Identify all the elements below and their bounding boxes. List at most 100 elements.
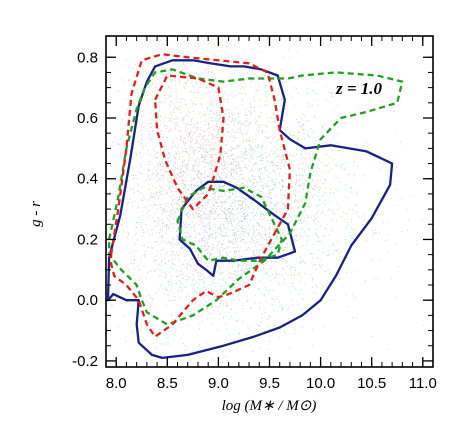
scatter-point (274, 113, 276, 115)
scatter-point (351, 237, 353, 239)
scatter-point (143, 126, 145, 128)
scatter-point (161, 190, 163, 192)
scatter-point (268, 315, 270, 317)
scatter-point (246, 232, 248, 234)
scatter-point (266, 170, 268, 172)
scatter-point (275, 178, 277, 180)
scatter-point (199, 275, 201, 276)
scatter-point (300, 174, 302, 176)
scatter-point (180, 130, 182, 132)
scatter-point (290, 155, 291, 157)
scatter-point (211, 126, 213, 128)
scatter-point (181, 170, 183, 172)
scatter-point (263, 198, 265, 200)
scatter-point (325, 99, 327, 101)
scatter-point (199, 67, 201, 69)
scatter-point (258, 244, 260, 246)
scatter-point (223, 211, 225, 213)
scatter-point (228, 171, 230, 173)
scatter-point (250, 79, 252, 81)
scatter-point (265, 91, 267, 93)
scatter-point (162, 288, 164, 289)
scatter-point (175, 211, 177, 213)
scatter-point (186, 164, 188, 166)
scatter-point (232, 214, 234, 216)
scatter-point (271, 260, 273, 262)
scatter-point (208, 312, 210, 314)
scatter-point (292, 304, 293, 306)
scatter-point (167, 192, 169, 194)
scatter-point (239, 237, 241, 239)
scatter-point (200, 210, 201, 212)
scatter-point (132, 167, 134, 169)
scatter-point (176, 174, 178, 176)
scatter-point (238, 165, 240, 167)
scatter-point (169, 105, 171, 107)
scatter-point (178, 175, 180, 177)
scatter-point (262, 204, 264, 206)
scatter-point (301, 126, 303, 128)
scatter-point (254, 192, 256, 194)
scatter-point (234, 122, 236, 124)
scatter-point (374, 229, 376, 231)
scatter-point (281, 184, 283, 186)
scatter-point (260, 179, 262, 181)
scatter-point (223, 185, 225, 187)
scatter-point (258, 222, 260, 224)
scatter-point (157, 179, 159, 181)
scatter-point (191, 170, 193, 172)
scatter-point (165, 128, 167, 129)
scatter-point (282, 307, 283, 309)
scatter-point (255, 178, 256, 180)
scatter-point (260, 237, 262, 239)
scatter-point (176, 207, 178, 209)
scatter-point (291, 274, 293, 276)
scatter-point (156, 163, 158, 165)
scatter-point (211, 271, 213, 273)
scatter-point (153, 196, 155, 198)
scatter-point (312, 156, 314, 158)
scatter-point (205, 342, 207, 343)
scatter-point (203, 148, 205, 150)
scatter-point (203, 276, 205, 278)
scatter-point (265, 72, 266, 74)
scatter-point (281, 258, 283, 260)
scatter-point (127, 181, 129, 183)
scatter-point (283, 282, 285, 284)
scatter-point (290, 291, 292, 293)
scatter-point (200, 52, 202, 54)
scatter-point (152, 135, 154, 137)
scatter-point (210, 161, 212, 163)
blue-contour (106, 59, 394, 360)
scatter-point (157, 268, 159, 270)
scatter-point (284, 82, 286, 84)
scatter-point (235, 86, 237, 88)
scatter-point (267, 99, 269, 101)
scatter-point (177, 203, 178, 205)
scatter-point (223, 134, 225, 136)
scatter-point (136, 301, 138, 303)
scatter-point (162, 165, 163, 167)
scatter-point (186, 275, 188, 277)
scatter-point (215, 201, 217, 203)
scatter-point (230, 181, 231, 183)
scatter-point (152, 83, 154, 85)
scatter-point (226, 220, 228, 222)
scatter-point (288, 233, 290, 235)
scatter-point (166, 166, 167, 168)
scatter-point (383, 221, 385, 223)
scatter-point (246, 72, 248, 74)
scatter-point (193, 169, 195, 171)
scatter-point (192, 280, 194, 282)
scatter-point (209, 156, 211, 157)
scatter-point (142, 287, 144, 289)
scatter-point (272, 182, 274, 184)
scatter-point (177, 275, 179, 277)
scatter-point (330, 188, 331, 190)
scatter-point (253, 231, 255, 233)
scatter-point (266, 246, 268, 248)
scatter-point (228, 277, 230, 279)
scatter-point (298, 173, 300, 175)
scatter-point (162, 163, 164, 165)
scatter-point (271, 169, 273, 171)
